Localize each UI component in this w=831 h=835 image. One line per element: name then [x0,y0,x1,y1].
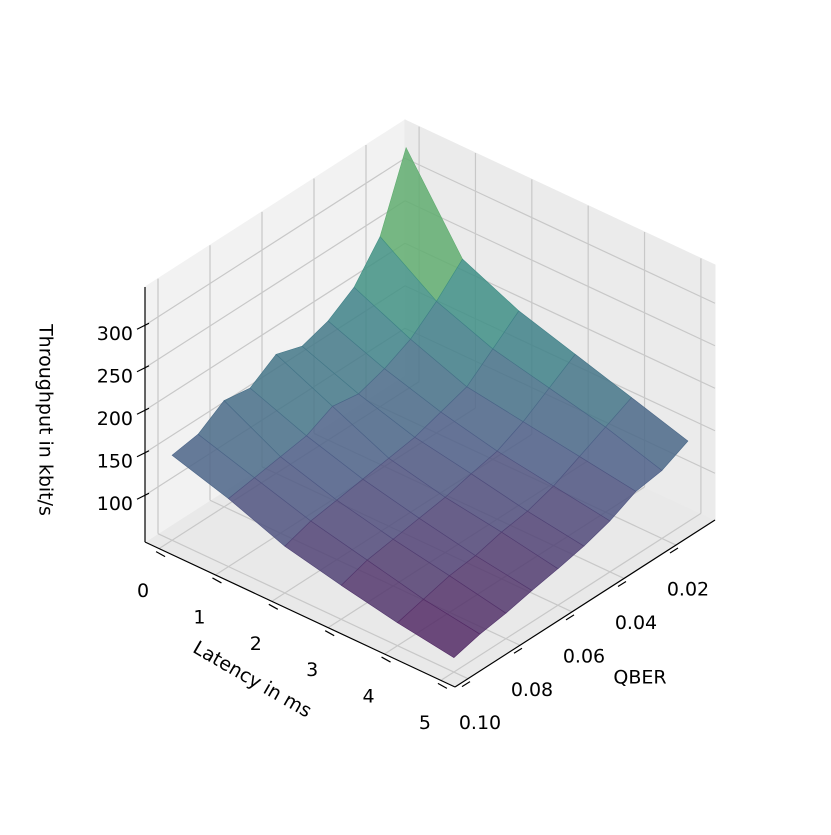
grid-line [404,157,716,304]
tick-label: 250 [97,365,133,387]
tick-label: 5 [419,712,431,734]
tick-label: 1 [193,606,205,628]
grid-line [144,242,406,411]
tick-mark [212,577,222,584]
surface [171,146,689,658]
tick-mark [136,407,150,415]
tick-mark [136,492,150,500]
tick-mark [513,647,523,654]
tick-label: 200 [97,408,133,430]
tick-mark [617,580,627,587]
tick-mark [565,614,575,621]
tick-mark [381,656,391,663]
grid-line [144,157,406,326]
tick-label: 4 [362,686,374,708]
grid-line [440,512,702,681]
tick-mark [437,682,448,689]
z-axis-label: Throughput in kbit/s [35,323,57,516]
tick-label: 0.06 [563,645,605,667]
y-axis-label: QBER [613,667,666,689]
tick-label: 0 [137,580,149,602]
tick-label: 300 [97,323,133,345]
surface-patch [397,598,481,658]
tick-mark [324,630,335,637]
tick-label: 100 [97,493,133,515]
tick-mark [268,603,279,610]
tick-label: 0.10 [459,712,501,734]
tick-mark [136,365,150,373]
tick-mark [136,450,150,458]
axis-line [454,519,716,688]
axis-line [144,541,456,688]
tick-label: 150 [97,450,133,472]
tick-mark [669,547,679,554]
tick-label: 3 [306,659,318,681]
axes: 0 1 2 3 4 5 0.02 0.04 0.06 0.08 0.10 100 150 200 250 30… [97,287,716,734]
grid-line [404,200,716,347]
tick-mark [136,322,150,330]
tick-mark [155,551,166,558]
grid-line [157,533,469,680]
tick-label: 0.08 [511,679,553,701]
tick-label: 2 [250,633,262,655]
tick-label: 0.02 [667,579,709,601]
tick-label: 0.04 [615,612,657,634]
tick-mark [461,681,471,688]
grid-line [144,200,406,369]
